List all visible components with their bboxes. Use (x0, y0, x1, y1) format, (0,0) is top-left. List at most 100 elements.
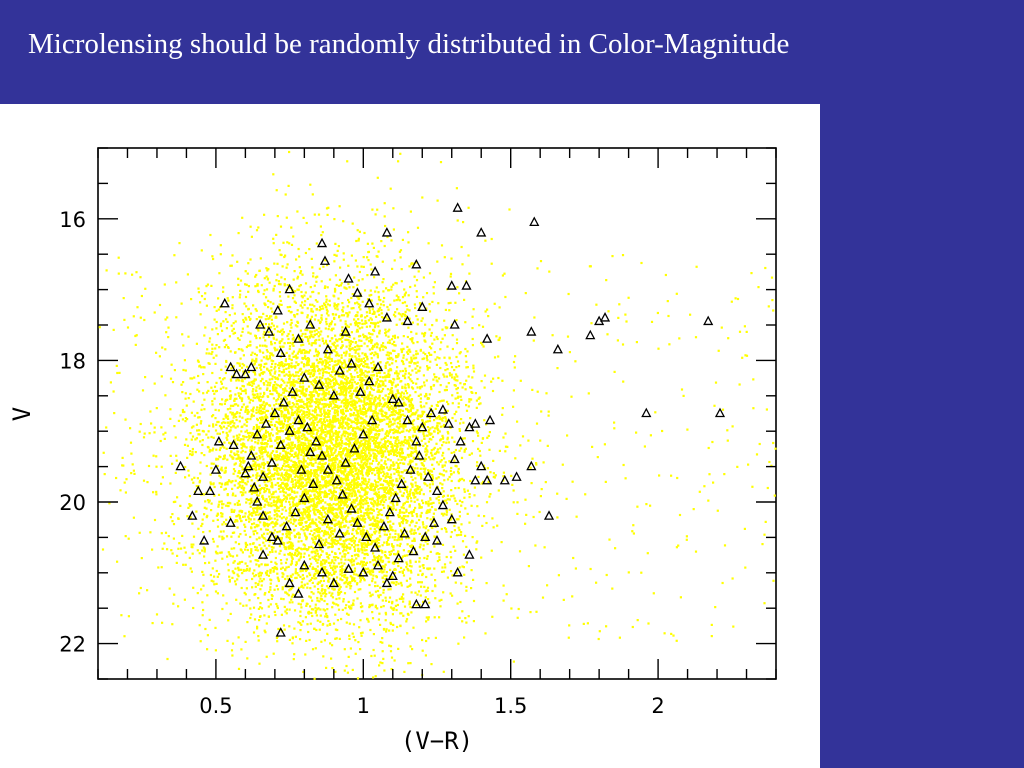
field-star-point (225, 518, 228, 521)
field-star-point (388, 351, 391, 354)
field-star-point (465, 409, 469, 412)
field-star-point (372, 676, 375, 679)
field-star-point (388, 600, 391, 603)
field-star-point (299, 431, 302, 434)
field-star-point (422, 433, 425, 436)
field-star-point (373, 364, 376, 367)
field-star-point (255, 386, 258, 389)
field-star-point (343, 532, 346, 535)
field-star-point (170, 363, 173, 366)
field-star-point (268, 469, 271, 472)
field-star-point (326, 387, 329, 390)
field-star-point (234, 580, 237, 583)
field-star-point (276, 576, 279, 579)
field-star-point (335, 543, 338, 546)
field-star-point (455, 572, 458, 575)
field-star-point (233, 484, 236, 487)
field-star-point (323, 567, 326, 570)
field-star-point (334, 570, 337, 573)
field-star-point (370, 374, 373, 377)
field-star-point (277, 578, 280, 581)
field-star-point (292, 447, 295, 450)
field-star-point (246, 412, 249, 415)
field-star-point (413, 284, 417, 287)
field-star-point (308, 572, 311, 575)
field-star-point (397, 354, 400, 357)
field-star-point (439, 425, 443, 428)
field-star-point (292, 365, 296, 368)
field-star-point (242, 385, 245, 388)
field-star-point (238, 476, 241, 479)
field-star-point (368, 452, 371, 455)
field-star-point (388, 536, 391, 539)
field-star-point (327, 579, 330, 582)
field-star-point (457, 472, 460, 475)
field-star-point (356, 677, 360, 680)
field-star-point (274, 561, 277, 564)
field-star-point (425, 420, 428, 423)
field-star-point (334, 274, 337, 277)
field-star-point (268, 551, 272, 554)
field-star-point (432, 448, 435, 451)
field-star-point (350, 296, 353, 300)
field-star-point (288, 345, 292, 348)
field-star-point (298, 500, 301, 504)
field-star-point (412, 426, 415, 429)
field-star-point (429, 502, 432, 505)
field-star-point (527, 439, 530, 442)
field-star-point (180, 547, 183, 550)
field-star-point (414, 525, 417, 528)
field-star-point (367, 259, 370, 262)
field-star-point (310, 611, 313, 615)
field-star-point (171, 381, 175, 384)
field-star-point (232, 468, 236, 471)
field-star-point (295, 474, 298, 477)
field-star-point (405, 500, 408, 503)
field-star-point (280, 412, 283, 416)
field-star-point (300, 290, 303, 294)
field-star-point (357, 456, 360, 460)
field-star-point (433, 456, 436, 459)
field-star-point (278, 552, 281, 555)
field-star-point (281, 362, 284, 365)
field-star-point (159, 439, 162, 443)
field-star-point (456, 219, 459, 222)
field-star-point (294, 576, 297, 580)
field-star-point (333, 588, 336, 591)
field-star-point (396, 366, 399, 369)
field-star-point (318, 267, 321, 270)
field-star-point (369, 484, 372, 487)
field-star-point (268, 434, 271, 437)
field-star-point (397, 298, 400, 301)
field-star-point (360, 440, 363, 443)
field-star-point (445, 509, 448, 512)
field-star-point (445, 363, 448, 366)
field-star-point (250, 413, 253, 416)
field-star-point (484, 239, 487, 242)
field-star-point (255, 411, 258, 414)
field-star-point (451, 574, 454, 577)
field-star-point (316, 424, 319, 427)
field-star-point (326, 343, 329, 346)
field-star-point (380, 459, 383, 462)
field-star-point (376, 471, 379, 475)
field-star-point (235, 403, 238, 406)
field-star-point (220, 422, 224, 425)
field-star-point (217, 505, 220, 508)
field-star-point (239, 408, 243, 411)
field-star-point (266, 278, 269, 281)
field-star-point (275, 383, 278, 386)
field-star-point (252, 468, 255, 471)
field-star-point (229, 411, 232, 414)
field-star-point (263, 544, 266, 547)
field-star-point (392, 483, 395, 486)
field-star-point (369, 527, 372, 530)
field-star-point (380, 303, 383, 306)
field-star-point (330, 657, 333, 660)
field-star-point (306, 316, 309, 319)
field-star-point (320, 594, 323, 597)
field-star-point (341, 408, 345, 411)
field-star-point (319, 414, 322, 417)
field-star-point (345, 398, 348, 401)
field-star-point (322, 360, 325, 363)
